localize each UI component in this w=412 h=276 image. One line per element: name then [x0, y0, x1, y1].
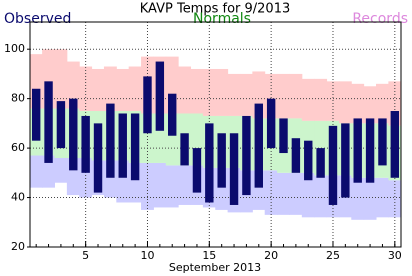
observed-bar	[81, 115, 90, 173]
record-high-band	[103, 66, 117, 112]
observed-bar	[353, 118, 362, 183]
record-high-band	[363, 86, 377, 124]
chart-title: KAVP Temps for 9/2013	[140, 2, 291, 17]
observed-bar	[217, 133, 226, 188]
legend-records: Records	[352, 11, 408, 27]
record-low-band	[165, 165, 179, 208]
observed-bar	[44, 81, 53, 163]
record-high-band	[215, 68, 229, 116]
record-high-band	[128, 66, 142, 112]
observed-bar	[328, 125, 338, 205]
x-tick-label: 30	[388, 249, 402, 262]
record-low-band	[388, 180, 402, 218]
record-low-band	[376, 177, 389, 218]
y-tick-label: 100	[4, 42, 25, 55]
y-tick-label: 40	[11, 191, 25, 204]
observed-bar	[56, 101, 66, 149]
record-high-band	[326, 81, 340, 121]
record-high-band	[277, 73, 290, 119]
record-high-band	[301, 78, 315, 121]
record-high-band	[289, 73, 303, 119]
observed-bar	[143, 76, 152, 134]
observed-bar	[180, 133, 189, 166]
record-high-band	[54, 49, 68, 109]
legend-observed: Observed	[4, 11, 71, 27]
record-low-band	[289, 172, 303, 215]
observed-bar	[155, 61, 165, 131]
record-low-band	[277, 172, 290, 215]
observed-bar	[205, 123, 214, 203]
y-tick-label: 20	[11, 240, 25, 253]
record-high-band	[178, 66, 192, 114]
record-low-band	[314, 175, 328, 218]
record-low-band	[153, 162, 167, 208]
x-tick-label: 15	[202, 249, 216, 262]
observed-bar	[291, 138, 301, 173]
observed-bar	[279, 118, 288, 154]
observed-bar	[378, 118, 387, 166]
record-high-band	[338, 81, 352, 124]
record-high-band	[190, 68, 204, 114]
observed-bar	[31, 88, 41, 141]
record-low-band	[178, 165, 192, 205]
record-low-band	[29, 155, 43, 188]
x-axis-label: September 2013	[169, 261, 261, 274]
record-high-band	[227, 73, 241, 116]
x-tick-label: 10	[140, 249, 154, 262]
observed-bar	[118, 113, 127, 178]
x-tick-label: 25	[326, 249, 340, 262]
observed-bar	[168, 93, 177, 136]
x-tick-label: 5	[82, 249, 89, 262]
observed-bar	[69, 98, 78, 171]
record-low-band	[42, 155, 55, 188]
observed-bar	[106, 103, 115, 178]
record-low-band	[264, 170, 278, 215]
record-low-band	[351, 177, 365, 220]
observed-bar	[242, 115, 251, 196]
observed-bar	[266, 98, 276, 149]
x-tick-label: 20	[264, 249, 278, 262]
record-high-band	[376, 83, 389, 124]
record-high-band	[116, 68, 130, 112]
observed-bar	[254, 103, 263, 188]
record-high-band	[351, 83, 365, 124]
record-high-band	[239, 73, 253, 116]
observed-bar	[229, 133, 239, 205]
plot-frame	[29, 21, 402, 248]
observed-bar	[365, 118, 375, 183]
record-low-band	[363, 177, 377, 220]
observed-bar	[341, 123, 350, 198]
record-high-band	[314, 78, 328, 121]
observed-bar	[390, 111, 400, 178]
observed-bar	[316, 148, 325, 178]
record-high-band	[66, 61, 80, 109]
y-tick-label: 60	[11, 141, 25, 154]
record-low-band	[54, 157, 68, 183]
legend-normals: Normals	[193, 11, 251, 27]
y-tick-label: 80	[11, 92, 25, 105]
record-high-band	[91, 68, 105, 112]
observed-bar	[304, 140, 313, 181]
record-high-band	[202, 68, 216, 116]
observed-bar	[130, 113, 140, 181]
record-low-band	[141, 162, 154, 210]
observed-bar	[192, 148, 202, 193]
observed-bar	[93, 123, 103, 193]
record-low-band	[301, 172, 315, 218]
